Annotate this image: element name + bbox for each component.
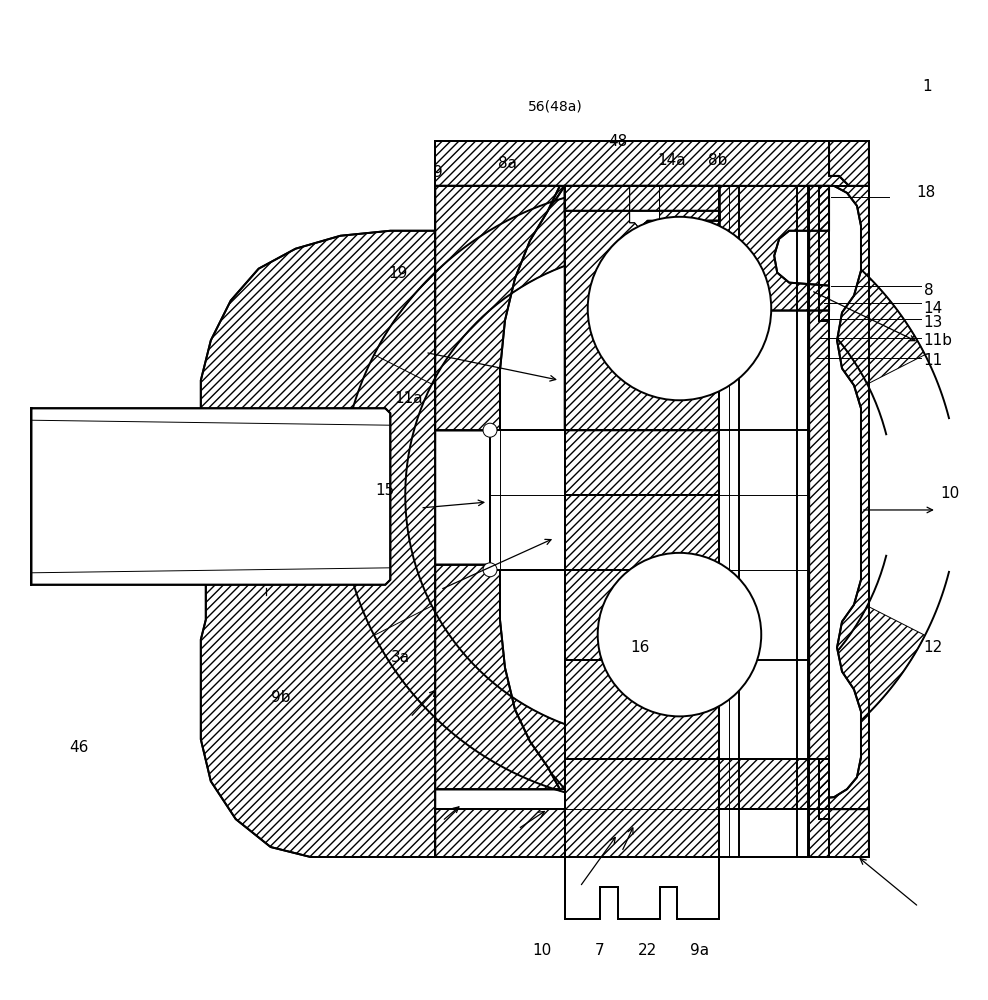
Text: 3a: 3a [390, 650, 410, 665]
Polygon shape [435, 186, 565, 430]
Polygon shape [374, 606, 925, 804]
Text: 7: 7 [595, 943, 605, 958]
Polygon shape [819, 759, 829, 819]
Polygon shape [719, 759, 829, 809]
Text: 8a: 8a [499, 156, 518, 171]
Text: 10: 10 [941, 486, 960, 501]
Polygon shape [201, 186, 565, 857]
Text: 18: 18 [917, 185, 936, 200]
Polygon shape [341, 186, 949, 804]
Text: 13: 13 [924, 315, 944, 330]
Polygon shape [565, 570, 719, 660]
Polygon shape [32, 408, 390, 585]
Text: 8b: 8b [707, 153, 727, 168]
Polygon shape [719, 186, 809, 857]
Polygon shape [435, 809, 868, 857]
Polygon shape [565, 857, 719, 919]
Polygon shape [565, 430, 719, 495]
Text: 1: 1 [922, 79, 932, 94]
Text: 9a: 9a [690, 943, 709, 958]
Polygon shape [565, 759, 809, 857]
Polygon shape [565, 495, 719, 570]
Polygon shape [565, 660, 809, 759]
Text: 10: 10 [533, 943, 551, 958]
Text: 56(48a): 56(48a) [528, 99, 582, 113]
Polygon shape [490, 430, 565, 570]
Polygon shape [829, 186, 868, 809]
Text: 8: 8 [924, 283, 934, 298]
Text: 14: 14 [924, 301, 943, 316]
Text: 16: 16 [630, 640, 649, 655]
Polygon shape [435, 186, 560, 430]
Text: 11b: 11b [924, 333, 952, 348]
Text: 12: 12 [924, 640, 943, 655]
Circle shape [483, 423, 497, 437]
Text: 22: 22 [638, 943, 657, 958]
Polygon shape [809, 186, 829, 857]
Polygon shape [829, 141, 868, 186]
Text: 48: 48 [608, 134, 627, 149]
Circle shape [598, 553, 761, 716]
Text: 11: 11 [924, 353, 943, 368]
Polygon shape [629, 186, 660, 229]
Polygon shape [565, 186, 719, 430]
Polygon shape [565, 186, 719, 249]
Polygon shape [374, 186, 925, 384]
Text: 19: 19 [388, 266, 408, 281]
Polygon shape [435, 141, 868, 186]
Text: 15: 15 [375, 483, 395, 498]
Circle shape [588, 217, 772, 400]
Polygon shape [435, 565, 560, 789]
Polygon shape [819, 186, 829, 321]
Text: 9b: 9b [271, 690, 290, 705]
Circle shape [483, 563, 497, 577]
Text: 46: 46 [69, 740, 89, 755]
Polygon shape [719, 186, 829, 311]
Text: 14a: 14a [657, 153, 686, 168]
Polygon shape [819, 809, 868, 857]
Text: 11a: 11a [394, 391, 423, 406]
Text: 9: 9 [434, 165, 443, 180]
Polygon shape [809, 186, 861, 799]
